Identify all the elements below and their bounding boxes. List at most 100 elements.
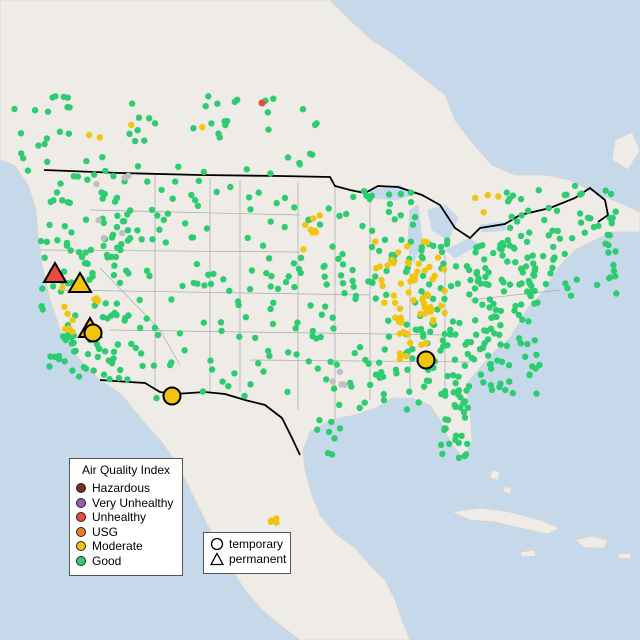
station-marker <box>325 428 333 436</box>
station-marker <box>359 222 366 230</box>
station-marker <box>455 454 463 462</box>
station-marker <box>265 255 273 262</box>
station-marker <box>525 318 532 325</box>
station-marker <box>328 418 335 426</box>
temporary-station-marker <box>416 350 436 370</box>
station-marker <box>284 154 292 161</box>
legend-label: temporary <box>229 537 284 552</box>
station-marker <box>333 361 340 368</box>
station-marker <box>518 212 525 219</box>
station-marker <box>227 183 234 191</box>
station-marker <box>270 95 277 102</box>
station-marker <box>134 127 141 134</box>
station-marker <box>534 299 541 306</box>
station-marker <box>522 353 529 360</box>
station-marker <box>506 281 514 288</box>
station-marker <box>564 284 571 292</box>
station-marker <box>610 261 617 269</box>
station-marker <box>43 238 51 245</box>
station-marker <box>269 320 277 328</box>
station-marker <box>128 100 136 107</box>
station-marker <box>522 263 530 270</box>
station-marker <box>500 288 508 295</box>
station-marker <box>503 342 511 349</box>
station-marker <box>372 273 379 280</box>
station-marker <box>438 302 445 309</box>
station-marker <box>330 325 337 332</box>
station-marker <box>491 330 498 337</box>
station-marker <box>404 331 411 338</box>
station-marker <box>273 519 280 526</box>
station-marker <box>472 297 479 304</box>
cuba-land <box>450 507 561 535</box>
station-marker <box>392 314 399 321</box>
station-marker <box>87 246 95 254</box>
station-marker <box>195 177 203 185</box>
station-marker <box>154 331 162 339</box>
station-marker <box>156 226 163 233</box>
station-marker <box>523 238 531 245</box>
station-marker <box>458 432 465 439</box>
station-marker <box>411 214 419 221</box>
station-marker <box>488 386 496 394</box>
station-marker <box>472 331 480 338</box>
station-marker <box>39 306 46 313</box>
station-marker <box>321 262 328 270</box>
station-marker <box>450 389 457 396</box>
station-marker <box>479 344 487 351</box>
station-marker <box>53 189 61 196</box>
station-marker <box>547 270 554 277</box>
monitor-type-legend: temporary permanent <box>203 532 291 574</box>
station-marker <box>613 290 620 297</box>
station-marker <box>447 331 454 338</box>
station-marker <box>336 368 343 375</box>
station-marker <box>225 383 232 390</box>
station-marker <box>108 312 115 319</box>
station-marker <box>134 227 141 234</box>
station-marker <box>505 362 513 369</box>
station-marker <box>75 373 83 380</box>
station-marker <box>504 258 511 265</box>
station-marker <box>307 302 314 309</box>
station-marker <box>420 333 427 340</box>
station-marker <box>409 221 417 228</box>
station-marker <box>422 340 430 347</box>
station-marker <box>477 371 485 378</box>
station-marker <box>337 272 345 279</box>
station-marker <box>252 334 259 342</box>
station-marker <box>429 318 437 325</box>
station-marker <box>439 450 446 458</box>
station-marker <box>113 223 121 231</box>
station-marker <box>515 311 523 319</box>
station-marker <box>124 237 132 244</box>
station-marker <box>376 247 383 255</box>
station-marker <box>500 279 507 286</box>
station-marker <box>113 300 121 307</box>
bahamas-land <box>489 469 513 495</box>
station-marker <box>385 317 392 324</box>
station-marker <box>512 259 519 266</box>
aqi-legend: Air Quality Index Hazardous Very Unhealt… <box>69 458 183 576</box>
station-marker <box>309 327 317 335</box>
station-marker <box>485 269 492 276</box>
station-marker <box>176 330 184 337</box>
station-marker <box>349 277 356 284</box>
station-marker <box>381 236 389 243</box>
station-marker <box>82 249 89 256</box>
station-marker <box>217 319 225 326</box>
station-marker <box>128 121 135 129</box>
station-marker <box>99 195 106 202</box>
station-marker <box>519 269 526 276</box>
station-marker <box>31 107 39 114</box>
station-marker <box>411 273 418 280</box>
station-marker <box>396 305 404 312</box>
station-marker <box>605 249 612 256</box>
station-marker <box>487 361 494 368</box>
station-marker <box>85 131 93 139</box>
station-marker <box>418 243 426 251</box>
station-marker <box>158 186 165 194</box>
station-marker <box>535 187 542 194</box>
station-marker <box>462 451 470 458</box>
station-marker <box>96 134 104 141</box>
station-marker <box>105 357 113 364</box>
